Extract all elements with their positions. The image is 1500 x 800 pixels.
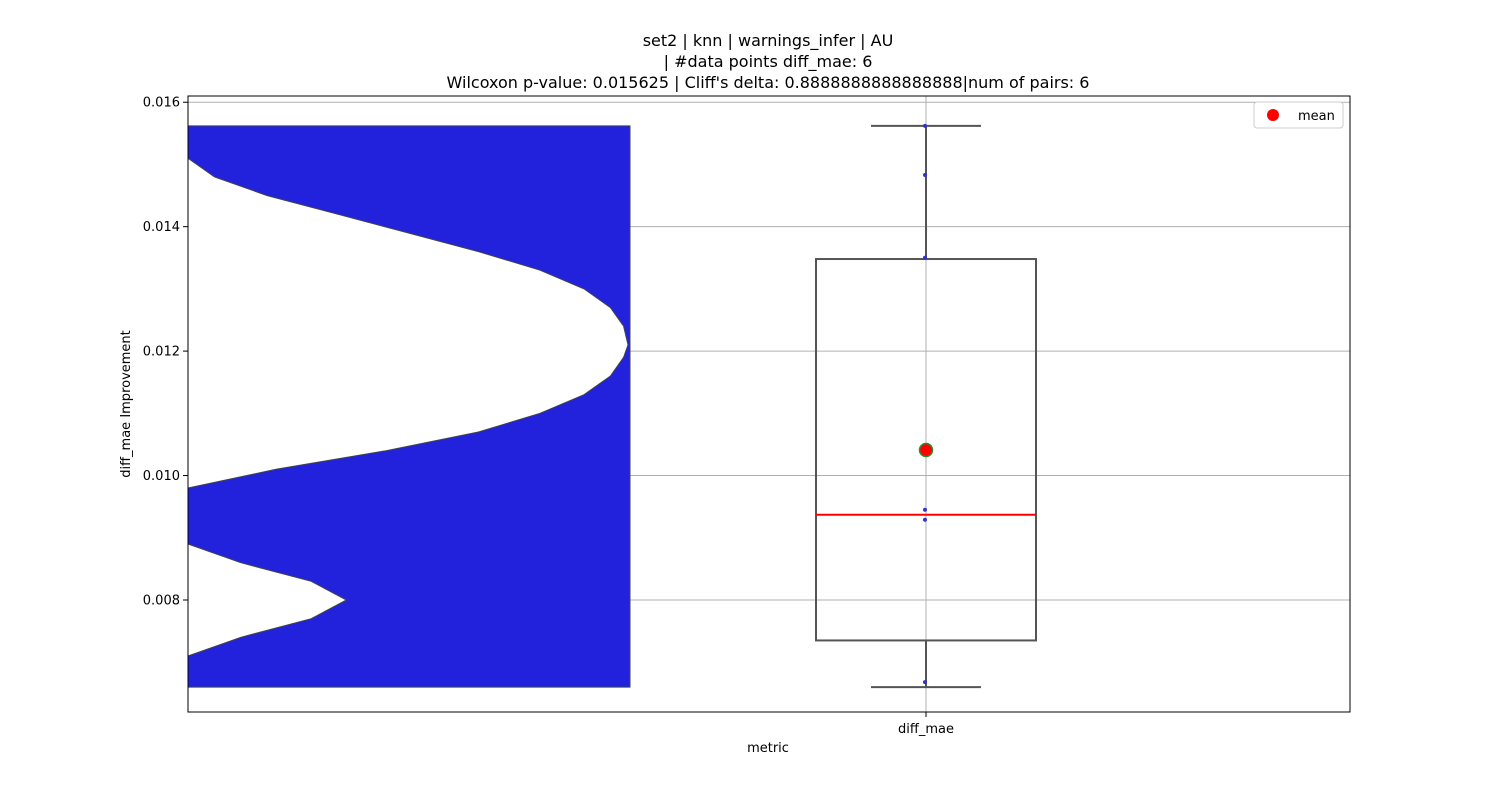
- title-line-2: | #data points diff_mae: 6: [664, 52, 873, 72]
- title-line-3: Wilcoxon p-value: 0.015625 | Cliff's del…: [447, 73, 1090, 92]
- chart-title: set2 | knn | warnings_infer | AU | #data…: [447, 31, 1090, 92]
- y-tick-label: 0.010: [143, 469, 180, 484]
- mean-marker: [918, 442, 934, 458]
- legend: mean: [1253, 101, 1344, 129]
- y-tick-label: 0.008: [143, 594, 180, 609]
- x-axis-label: metric: [747, 741, 789, 756]
- x-tick-label: diff_mae: [898, 722, 954, 737]
- y-tick-label: 0.012: [143, 345, 180, 360]
- legend-mean-label: mean: [1298, 109, 1335, 124]
- plot-frame: [187, 95, 1351, 713]
- y-tick-label: 0.014: [143, 220, 180, 235]
- data-point: [923, 507, 927, 512]
- violin-density: [187, 125, 629, 688]
- data-point: [923, 517, 927, 522]
- data-point: [923, 255, 927, 260]
- plot-area: 0.008 0.010 0.012 0.014 0.016 diff_mae: [143, 96, 1350, 737]
- legend-box: [1253, 101, 1344, 129]
- y-tick-label: 0.016: [143, 96, 180, 111]
- data-point: [923, 680, 927, 685]
- data-point: [923, 123, 927, 128]
- legend-mean-marker: [1267, 109, 1279, 121]
- y-axis-label: diff_mae Improvement: [119, 330, 134, 478]
- title-line-1: set2 | knn | warnings_infer | AU: [643, 31, 894, 51]
- data-point: [923, 173, 927, 178]
